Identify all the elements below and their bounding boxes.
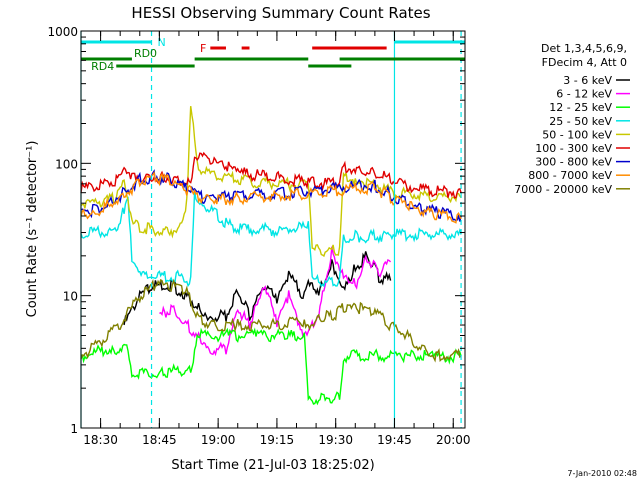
flag-label-rd4: RD4 [91,60,114,73]
legend-label-2: 6 - 12 keV [556,88,612,101]
legend-label-3: 12 - 25 keV [549,101,612,114]
series-line-2 [159,246,392,357]
x-tick-label: 20:00 [436,433,471,447]
y-tick-label-1: 1 [70,422,78,436]
x-axis-label: Start Time (21-Jul-03 18:25:02) [171,458,374,473]
series-line-9 [80,278,462,363]
x-tick-label: 18:45 [142,433,177,447]
x-tick-label: 19:45 [377,433,412,447]
y-tick-label-1000: 1000 [47,25,78,39]
series-line-6 [80,151,462,199]
legend-header-line-2: FDecim 4, Att 0 [542,56,627,69]
legend-label-5: 50 - 100 keV [542,128,612,141]
legend-label-1: 3 - 6 keV [563,74,612,87]
legend-label-7: 300 - 800 keV [535,156,612,169]
series-line-4 [80,190,462,288]
chart-title: HESSI Observing Summary Count Rates [131,4,430,22]
legend-label-4: 25 - 50 keV [549,115,612,128]
legend-label-9: 7000 - 20000 keV [514,183,612,196]
legend: Det 1,3,4,5,6,9, FDecim 4, Att 0 3 - 6 k… [514,42,630,196]
legend-header-line-1: Det 1,3,4,5,6,9, [541,42,627,55]
series-line-1 [123,251,392,326]
flag-label-rd0: RD0 [134,47,157,60]
x-tick-label: 19:15 [260,433,295,447]
legend-label-8: 800 - 7000 keV [528,169,612,182]
x-tick-label: 19:00 [201,433,236,447]
flag-label-n: N [158,36,166,49]
flag-label-f: F [200,42,206,55]
x-tick-label: 19:30 [318,433,353,447]
y-tick-label-10: 10 [63,290,78,304]
plot-frame [80,30,466,429]
timestamp: 7-Jan-2010 02:48 [567,469,637,478]
series-line-3 [80,327,462,406]
axes-layer: 1 10 100 1000 18:30 18:45 19:00 19:15 19:30 19:45… [47,25,470,447]
legend-label-6: 100 - 300 keV [535,142,612,155]
y-axis-label: Count Rate (s⁻¹ detector⁻¹) [25,141,40,318]
y-tick-label-100: 100 [55,157,78,171]
x-tick-label: 18:30 [83,433,118,447]
series-line-8 [80,170,462,224]
